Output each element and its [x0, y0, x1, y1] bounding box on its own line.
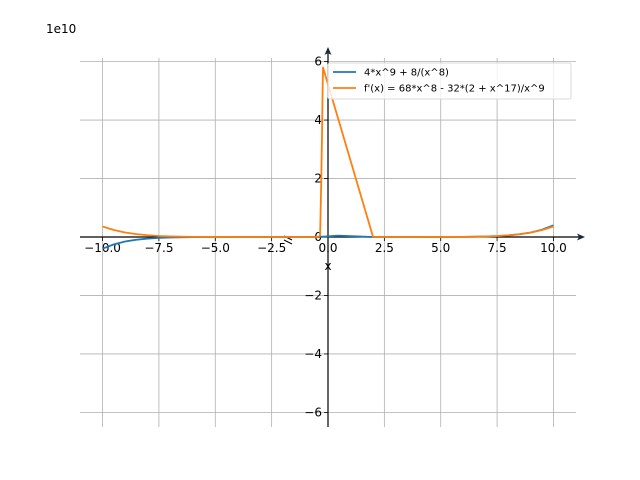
x-tick-label: 5.0: [431, 241, 450, 255]
x-tick-label: −2.5: [257, 241, 286, 255]
x-tick-label: 10.0: [540, 241, 567, 255]
y-tick-label: −2: [304, 288, 322, 302]
y-axis-arrowhead: [324, 47, 332, 55]
legend-box: [327, 62, 572, 100]
y-tick-label: 4: [314, 113, 322, 127]
y-tick-label: 2: [314, 172, 322, 186]
y-offset-label: 1e10: [46, 22, 76, 36]
legend-label-0: 4*x^9 + 8/(x^8): [364, 68, 449, 79]
series-line-1: [102, 66, 554, 238]
x-tick-label: 0.0: [318, 241, 337, 255]
axes: [80, 47, 585, 427]
legend: 4*x^9 + 8/(x^8) f'(x) = 68*x^8 - 32*(2 + …: [327, 62, 572, 100]
x-axis-arrowhead: [577, 233, 585, 241]
legend-label-1: f'(x) = 68*x^8 - 32*(2 + x^17)/x^9: [364, 84, 545, 95]
series: [102, 66, 554, 250]
y-tick-label: −6: [304, 405, 322, 419]
x-tick-label: −5.0: [201, 241, 230, 255]
x-tick-label: 7.5: [488, 241, 507, 255]
x-tick-label: 2.5: [375, 241, 394, 255]
x-axis-label: x: [324, 259, 331, 273]
y-tick-label: 6: [314, 55, 322, 69]
y-tick-label: −4: [304, 347, 322, 361]
x-tick-label: −7.5: [144, 241, 173, 255]
